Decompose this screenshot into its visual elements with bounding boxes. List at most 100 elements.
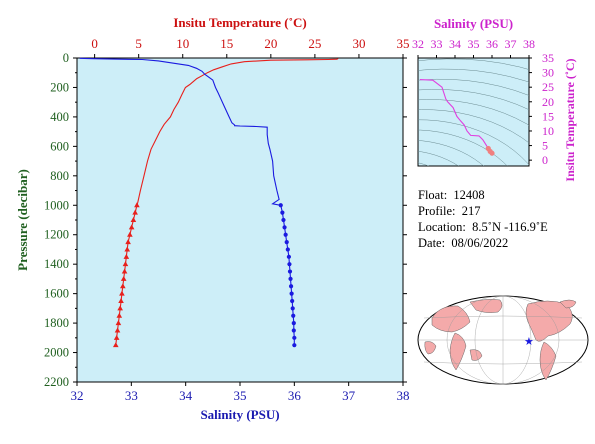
- profile-plot-area: [76, 57, 404, 383]
- pressure-tick-label: 800: [50, 169, 69, 183]
- ts-salinity-tick-label: 35: [468, 37, 480, 51]
- profile-label: Profile:: [418, 204, 456, 218]
- salinity-point: [290, 306, 295, 311]
- temperature-point: [124, 246, 131, 252]
- temperature-point: [132, 209, 138, 215]
- ts-temperature-tick-label: 15: [542, 109, 554, 123]
- salinity-point: [288, 284, 294, 289]
- temperature-point: [119, 290, 125, 296]
- temperature-point: [116, 312, 123, 318]
- pressure-axis-label: Pressure (decibar): [15, 169, 30, 271]
- salinity-tick-label: 36: [288, 388, 302, 403]
- salinity-tick-label: 38: [397, 388, 410, 403]
- temperature-point: [123, 253, 130, 259]
- temperature-point: [120, 275, 127, 281]
- ts-temperature-tick-label: 35: [542, 51, 554, 65]
- ts-temperature-tick-label: 30: [542, 66, 554, 80]
- temperature-point: [125, 239, 131, 245]
- temperature-point: [115, 320, 122, 326]
- map-graticule: [418, 295, 588, 385]
- salinity-point: [291, 313, 296, 318]
- ts-salinity-tick-label: 37: [505, 37, 517, 51]
- info-location: Location: 8.5˚N -116.9˚E: [418, 220, 548, 235]
- salinity-point: [288, 276, 293, 282]
- world-map: ★: [417, 295, 589, 385]
- salinity-point: [283, 232, 288, 237]
- density-contour: [418, 140, 484, 166]
- ts-salinity-tick-label: 38: [523, 37, 535, 51]
- salinity-tick-label: 33: [125, 388, 138, 403]
- pressure-tick-label: 200: [50, 80, 69, 94]
- salinity-point: [286, 254, 291, 259]
- salinity-point: [285, 247, 290, 252]
- date-label: Date:: [418, 236, 446, 250]
- salinity-point: [291, 320, 296, 326]
- temperature-point: [127, 231, 133, 237]
- temperature-tick-label: 25: [308, 36, 321, 51]
- temperature-point: [122, 261, 129, 267]
- salinity-point: [281, 217, 286, 223]
- pressure-tick-label: 1600: [44, 287, 69, 301]
- profile-plot: 0200400600800100012001400160018002000220…: [15, 15, 410, 422]
- temperature-point: [128, 224, 135, 230]
- temperature-tick-label: 20: [264, 36, 277, 51]
- temperature-tick-label: 0: [91, 36, 98, 51]
- pressure-tick-label: 2000: [44, 346, 69, 360]
- salinity-tick-label: 37: [342, 388, 356, 403]
- density-contour: [418, 58, 529, 70]
- density-contour: [418, 119, 529, 166]
- ts-salinity-axis-label: Salinity (PSU): [434, 16, 513, 31]
- ts-plot-area: [417, 57, 530, 167]
- ts-salinity-tick-label: 33: [431, 37, 443, 51]
- pressure-tick-label: 1200: [44, 228, 69, 242]
- ts-temperature-tick-label: 10: [542, 124, 554, 138]
- ts-salinity-tick-label: 36: [486, 37, 498, 51]
- ts-deep-point: [489, 150, 495, 156]
- temperature-point: [117, 305, 123, 311]
- temperature-tick-label: 15: [220, 36, 233, 51]
- pressure-tick-label: 1800: [44, 316, 69, 330]
- temperature-point: [134, 202, 140, 208]
- density-contour: [418, 129, 508, 166]
- temperature-axis-label: Insitu Temperature (˚C): [173, 15, 306, 30]
- ts-salinity-tick-label: 32: [412, 37, 424, 51]
- salinity-point: [287, 269, 293, 274]
- info-date: Date: 08/06/2022: [418, 236, 508, 251]
- ts-curve: [419, 79, 493, 154]
- salinity-point: [282, 225, 287, 230]
- salinity-point: [292, 343, 297, 348]
- profile-value: 217: [461, 204, 481, 218]
- temperature-tick-label: 5: [135, 36, 142, 51]
- float-value: 12408: [453, 188, 485, 202]
- temperature-point: [121, 268, 128, 274]
- pressure-tick-label: 0: [63, 51, 69, 65]
- pressure-tick-label: 1400: [44, 257, 69, 271]
- info-float: Float: 12408: [418, 188, 485, 203]
- ts-salinity-tick-label: 34: [449, 37, 461, 51]
- temperature-point: [130, 217, 137, 222]
- temperature-point: [114, 327, 121, 333]
- temperature-point: [120, 283, 126, 289]
- info-profile: Profile: 217: [418, 204, 481, 219]
- salinity-point: [278, 203, 283, 208]
- ts-temperature-tick-label: 0: [542, 153, 548, 167]
- salinity-point: [284, 239, 289, 245]
- location-value: 8.5˚N -116.9˚E: [472, 220, 548, 234]
- temperature-tick-label: 30: [352, 36, 365, 51]
- pressure-tick-label: 400: [50, 110, 69, 124]
- temperature-point: [112, 342, 119, 348]
- temperature-tick-label: 10: [176, 36, 189, 51]
- pressure-tick-label: 2200: [44, 375, 69, 389]
- location-label: Location:: [418, 220, 466, 234]
- float-label: Float:: [418, 188, 448, 202]
- salinity-point: [290, 298, 295, 304]
- pressure-tick-label: 600: [50, 139, 69, 153]
- salinity-axis-label: Salinity (PSU): [200, 407, 279, 422]
- ts-temperature-axis-label: Insitu Temperature (˚C): [563, 58, 577, 181]
- salinity-point: [280, 210, 285, 215]
- salinity-point: [292, 335, 297, 340]
- temperature-tick-label: 35: [397, 36, 410, 51]
